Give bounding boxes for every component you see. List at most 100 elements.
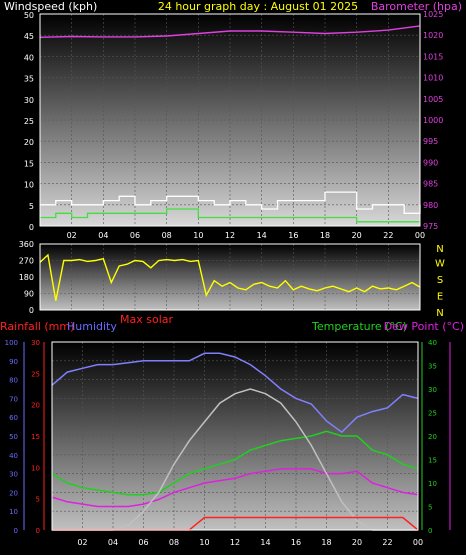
barometer-tick-label: 975	[423, 222, 438, 231]
humidity-tick-label: 40	[9, 452, 18, 460]
wind-x-tick-label: 06	[130, 231, 140, 240]
temp-tick-label: 25	[428, 410, 437, 418]
barometer-tick-label: 1025	[423, 10, 443, 19]
rain-tick-label: 5	[36, 496, 40, 504]
wind-x-tick-label: 02	[67, 231, 77, 240]
wind-x-tick-label: 00	[415, 231, 425, 240]
compass-label: W	[435, 259, 445, 270]
rain-tick-label: 10	[31, 464, 40, 472]
wind-tick-label: 50	[24, 11, 34, 20]
wind-direction-line	[39, 253, 421, 301]
wind-x-tick-label: 20	[352, 231, 362, 240]
temp-x-tick-label: 12	[230, 538, 240, 547]
wind-gust-line	[40, 191, 421, 214]
humidity-tick-label: 100	[5, 339, 18, 347]
barometer-tick-label: 1005	[423, 95, 443, 104]
direction-tick-label: 90	[24, 290, 34, 299]
barometer-tick-label: 990	[423, 158, 438, 167]
wind-x-tick-label: 08	[162, 231, 172, 240]
temperature-axis-label: Temperature (°C)	[311, 320, 407, 333]
max-solar-label: Max solar	[120, 313, 173, 326]
temp-tick-label: 40	[428, 339, 437, 347]
wind-tick-label: 0	[29, 223, 34, 232]
direction-tick-label: 0	[29, 306, 34, 315]
barometer-tick-label: 1010	[423, 74, 443, 83]
series-lines	[39, 25, 421, 531]
rain-tick-label: 0	[36, 527, 40, 535]
wind-x-tick-label: 18	[320, 231, 330, 240]
compass-label: N	[436, 244, 443, 255]
temp-tick-label: 0	[428, 527, 432, 535]
wind-x-tick-label: 12	[225, 231, 235, 240]
compass-label: N	[436, 308, 443, 319]
temp-x-tick-label: 18	[321, 538, 331, 547]
temp-x-tick-label: 16	[291, 538, 301, 547]
humidity-tick-label: 20	[9, 489, 18, 497]
max-solar-line	[52, 388, 418, 531]
temp-tick-label: 5	[428, 504, 432, 512]
barometer-tick-label: 985	[423, 180, 438, 189]
wind-plot-frame	[39, 13, 421, 227]
wind-tick-label: 30	[24, 96, 34, 105]
humidity-line	[51, 352, 419, 434]
rain-tick-label: 20	[31, 402, 40, 410]
humidity-tick-label: 0	[14, 527, 18, 535]
chart-title: 24 hour graph day : August 01 2025	[158, 0, 358, 13]
wind-tick-label: 5	[29, 202, 34, 211]
temp-x-tick-label: 08	[169, 538, 179, 547]
barometer-tick-label: 1000	[423, 116, 443, 125]
humidity-tick-label: 80	[9, 377, 18, 385]
direction-tick-label: 360	[19, 240, 34, 249]
dewpoint-axis-label: Dew Point (°C)	[384, 320, 464, 333]
humidity-tick-label: 70	[9, 395, 18, 403]
windspeed-axis-label: Windspeed (kph)	[4, 0, 97, 13]
axis-lines	[23, 13, 451, 531]
temp-x-tick-label: 20	[352, 538, 362, 547]
wind-x-tick-label: 14	[257, 231, 267, 240]
barometer-tick-label: 1020	[423, 31, 443, 40]
direction-tick-label: 180	[19, 273, 34, 282]
direction-plot-frame	[39, 243, 421, 311]
wind-x-tick-label: 10	[193, 231, 203, 240]
wind-tick-label: 40	[24, 53, 34, 62]
humidity-axis-label: Humidity	[67, 320, 117, 333]
temp-tick-label: 30	[428, 386, 437, 394]
temp-x-tick-label: 00	[413, 538, 423, 547]
temp-x-tick-label: 14	[260, 538, 270, 547]
humidity-tick-label: 60	[9, 414, 18, 422]
wind-x-tick-label: 04	[98, 231, 108, 240]
humidity-tick-label: 30	[9, 471, 18, 479]
humidity-tick-label: 90	[9, 358, 18, 366]
wind-tick-label: 10	[24, 181, 34, 190]
compass-label: S	[437, 275, 443, 286]
humidity-tick-label: 10	[9, 508, 18, 516]
temp-tick-label: 35	[428, 363, 437, 371]
barometer-axis-label: Barometer (hpa)	[371, 0, 462, 13]
humidity-tick-label: 50	[9, 433, 18, 441]
temperature-line	[51, 430, 419, 496]
barometer-tick-label: 980	[423, 201, 438, 210]
compass-label: E	[437, 292, 443, 303]
barometer-tick-label: 995	[423, 137, 438, 146]
barometer-tick-label: 1015	[423, 52, 443, 61]
temp-plot-frame	[51, 341, 419, 531]
temp-tick-label: 10	[428, 480, 437, 488]
temp-x-tick-label: 02	[77, 538, 87, 547]
dewpoint-line	[51, 468, 419, 508]
rain-tick-label: 15	[31, 433, 40, 441]
temp-tick-label: 20	[428, 433, 437, 441]
temp-x-tick-label: 22	[382, 538, 392, 547]
wind-average-line	[40, 208, 420, 223]
rain-tick-label: 30	[31, 339, 40, 347]
wind-tick-label: 35	[24, 75, 34, 84]
temp-tick-label: 15	[428, 457, 437, 465]
temp-x-tick-label: 04	[108, 538, 118, 547]
wind-tick-label: 20	[24, 138, 34, 147]
temp-x-tick-label: 06	[138, 538, 148, 547]
wind-tick-label: 45	[24, 32, 34, 41]
rain-tick-label: 25	[31, 370, 40, 378]
axis-labels: 0510152025303540455097598098599099510001…	[5, 10, 445, 547]
direction-tick-label: 270	[19, 257, 34, 266]
